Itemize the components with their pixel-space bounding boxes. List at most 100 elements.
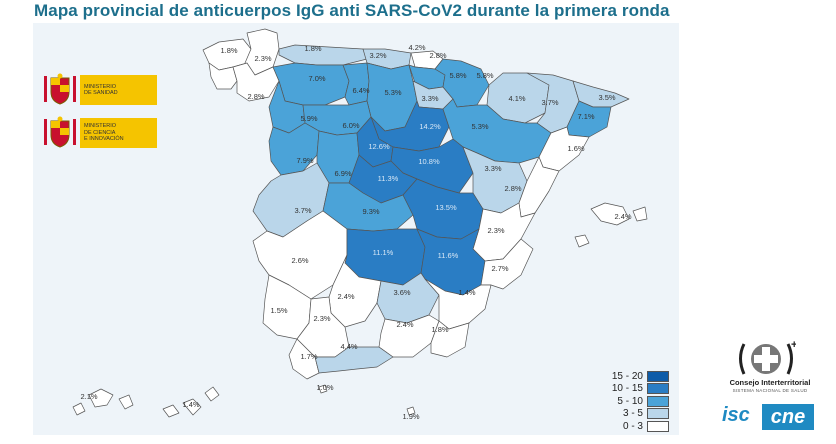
- legend-label: 15 - 20: [611, 370, 643, 382]
- province-melilla: [406, 406, 416, 416]
- ministerio-ciencia-logo: MINISTERIO DE CIENCIA E INNOVACIÓN: [42, 115, 157, 151]
- province-value-valencia: 2.3%: [487, 226, 504, 235]
- province-value-ceuta: 1.0%: [316, 383, 333, 392]
- isc-cne-logo: isc cne: [722, 402, 818, 432]
- province-value-navarra: 5.8%: [476, 71, 493, 80]
- ministerio-sanidad-text: MINISTERIO DE SANIDAD: [80, 75, 157, 105]
- province-value-bizkaia: 2.8%: [429, 51, 446, 60]
- spain-province-map: 1.8% 1.8% 2.3% 2.8% 3.2% 4.2% 2.8% 7.0% 6.4% 5.3%…: [72, 28, 648, 421]
- ministerio-sanidad-logo: MINISTERIO DE SANIDAD: [42, 72, 157, 108]
- province-value-huelva: 1.5%: [270, 306, 287, 315]
- province-value-illes-balears: 2.4%: [614, 212, 631, 221]
- province-value-zamora: 5.9%: [300, 114, 317, 123]
- isc-text: isc: [722, 404, 750, 426]
- label-layer: 1.8% 1.8% 2.3% 2.8% 3.2% 4.2% 2.8% 7.0% 6.4% 5.3%…: [80, 43, 631, 421]
- legend-label: 3 - 5: [622, 408, 643, 420]
- province-almeria: [430, 320, 470, 358]
- legend-row: 15 - 20: [587, 370, 677, 383]
- province-ceuta: [318, 384, 328, 394]
- province-granada: [378, 314, 440, 358]
- province-value-cuenca: 13.5%: [435, 203, 457, 212]
- cross-plus-icon: +: [739, 340, 796, 375]
- legend-swatch: [647, 383, 669, 395]
- province-murcia: [424, 278, 492, 330]
- province-layer: [72, 28, 648, 418]
- province-value-leon: 7.0%: [308, 74, 325, 83]
- province-value-castellon: 2.8%: [504, 184, 521, 193]
- map-title: Mapa provincial de anticuerpos IgG anti …: [34, 1, 670, 20]
- province-value-cordoba: 2.4%: [337, 292, 354, 301]
- cis-name: Consejo Interterritorial: [729, 378, 811, 387]
- legend-row: 10 - 15: [587, 383, 677, 396]
- legend-label: 10 - 15: [611, 383, 643, 395]
- province-value-toledo: 9.3%: [362, 207, 379, 216]
- province-santa-cruz-de-tenerife: [88, 388, 114, 408]
- coat-of-arms-icon: [44, 116, 76, 148]
- province-value-lleida: 3.7%: [541, 98, 558, 107]
- province-illes-balears-part-2: [632, 206, 648, 222]
- province-value-cadiz: 1.7%: [300, 352, 317, 361]
- province-value-la-rioja: 3.3%: [421, 94, 438, 103]
- province-value-asturias: 3.2%: [369, 51, 386, 60]
- consejo-interterritorial-logo: + Consejo Interterritorial SISTEMA NACIO…: [720, 340, 820, 440]
- province-value-alava: 5.8%: [449, 71, 466, 80]
- province-value-valladolid: 6.0%: [342, 121, 359, 130]
- svg-text:+: +: [791, 340, 796, 351]
- coat-of-arms-icon: [44, 73, 76, 105]
- province-las-palmas-part-2: [204, 386, 220, 402]
- province-value-tarragona: 1.6%: [567, 144, 584, 153]
- province-value-alicante: 2.7%: [491, 264, 508, 273]
- province-santa-cruz-de-tenerife-part-2: [118, 394, 134, 410]
- province-value-granada: 2.4%: [396, 320, 413, 329]
- province-value-sevilla: 2.3%: [313, 314, 330, 323]
- province-value-soria: 14.2%: [419, 122, 441, 131]
- map-panel: 1.8% 1.8% 2.3% 2.8% 3.2% 4.2% 2.8% 7.0% 6.4% 5.3%…: [33, 23, 679, 435]
- province-value-avila: 6.9%: [334, 169, 351, 178]
- province-value-guadalajara: 10.8%: [418, 157, 440, 166]
- province-value-santa-cruz-de-tenerife: 2.1%: [80, 392, 97, 401]
- province-value-jaen: 3.6%: [393, 288, 410, 297]
- province-value-las-palmas: 1.4%: [182, 400, 199, 409]
- province-las-palmas-part-1: [162, 404, 180, 418]
- province-ourense: [232, 62, 280, 102]
- province-value-badajoz: 2.6%: [291, 256, 308, 265]
- province-las-palmas: [182, 398, 202, 416]
- province-pontevedra: [208, 62, 238, 90]
- province-value-palencia: 6.4%: [352, 86, 369, 95]
- province-value-zaragoza: 5.3%: [471, 122, 488, 131]
- province-value-madrid: 11.3%: [378, 174, 399, 183]
- province-value-huesca: 4.1%: [508, 94, 525, 103]
- legend-label: 0 - 3: [622, 420, 643, 432]
- province-value-caceres: 3.7%: [294, 206, 311, 215]
- legend-label: 5 - 10: [617, 395, 643, 407]
- province-value-girona: 3.5%: [598, 93, 615, 102]
- legend-row: 5 - 10: [587, 395, 677, 408]
- province-value-murcia: 1.4%: [458, 288, 475, 297]
- legend-row: 3 - 5: [587, 408, 677, 421]
- province-value-burgos: 5.3%: [384, 88, 401, 97]
- province-value-malaga: 4.4%: [340, 342, 357, 351]
- province-value-teruel: 3.3%: [484, 164, 501, 173]
- province-value-albacete: 11.6%: [438, 251, 459, 260]
- province-malaga: [314, 346, 394, 374]
- legend-swatch: [647, 370, 669, 382]
- province-value-lugo: 1.8%: [304, 44, 321, 53]
- province-value-salamanca: 7.9%: [296, 156, 313, 165]
- province-jaen: [376, 272, 440, 324]
- province-value-melilla: 1.9%: [402, 412, 419, 421]
- province-value-segovia: 12.6%: [368, 142, 390, 151]
- province-value-ourense: 2.8%: [247, 92, 264, 101]
- province-asturias: [278, 44, 368, 66]
- province-santa-cruz-de-tenerife-part-1: [72, 402, 86, 416]
- legend-swatch: [647, 408, 669, 420]
- cis-subtitle: SISTEMA NACIONAL DE SALUD: [732, 388, 808, 393]
- province-value-barcelona: 7.1%: [577, 112, 594, 121]
- province-value-pontevedra: 2.3%: [254, 54, 271, 63]
- province-cadiz: [288, 338, 320, 380]
- province-value-cantabria: 4.2%: [408, 43, 425, 52]
- province-value-ciudad-real: 11.1%: [373, 248, 394, 257]
- cne-text: cne: [762, 404, 814, 430]
- province-salamanca: [268, 122, 320, 176]
- province-value-almeria: 1.8%: [431, 325, 448, 334]
